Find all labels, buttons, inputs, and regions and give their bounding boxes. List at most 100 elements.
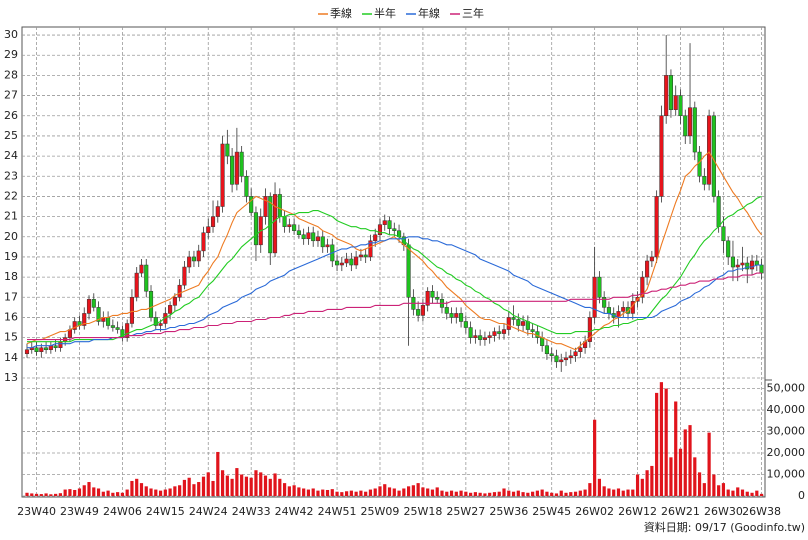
y2-tick-label: 20,000 <box>767 446 806 459</box>
volume-bar <box>621 490 625 496</box>
volume-bar <box>588 483 592 496</box>
volume-bar <box>717 485 721 496</box>
volume-bar <box>674 401 678 496</box>
volume-bar <box>378 486 382 496</box>
candle-body <box>253 212 259 246</box>
volume-bar <box>531 491 535 496</box>
volume-bar <box>731 490 735 496</box>
volume-bar <box>201 476 206 496</box>
volume-bar <box>702 483 706 496</box>
volume-bar <box>593 419 597 496</box>
y-tick-label: 23 <box>4 169 18 182</box>
volume-bar <box>302 488 306 496</box>
candle-body <box>196 250 201 262</box>
candle-body <box>153 317 158 326</box>
volume-bar <box>497 491 501 496</box>
volume-bar <box>383 484 387 496</box>
candle-body <box>139 264 144 274</box>
x-tick-label: 25W09 <box>361 505 400 518</box>
volume-bar <box>44 493 48 496</box>
candle-body <box>459 313 464 322</box>
candle-body <box>39 347 44 352</box>
candle-body <box>501 329 507 334</box>
candle-body <box>187 256 192 268</box>
volume-bar <box>335 491 339 496</box>
volume-bar <box>206 472 210 496</box>
volume-bar <box>669 457 673 496</box>
candle-body <box>344 258 349 264</box>
legend-label: 半年 <box>374 6 396 20</box>
volume-bar <box>416 483 420 496</box>
candle-body <box>182 266 187 286</box>
volume-bar <box>244 476 249 496</box>
candle-body <box>430 290 435 298</box>
volume-bar <box>273 473 277 496</box>
volume-bar <box>340 492 344 496</box>
candle-body <box>711 115 716 197</box>
candle-body <box>392 228 397 231</box>
candle-body <box>272 194 278 254</box>
y2-tick-label: 50,000 <box>767 382 806 395</box>
volume-bar <box>540 489 544 496</box>
candle-body <box>191 256 196 262</box>
candle-body <box>721 226 726 242</box>
candle-body <box>301 234 306 240</box>
volume-bar <box>73 489 77 496</box>
candle-body <box>463 321 468 328</box>
volume-bar <box>569 492 573 496</box>
volume-bar <box>683 429 687 496</box>
candle-body <box>339 262 344 266</box>
y-tick-label: 16 <box>4 310 18 323</box>
x-tick-label: 24W33 <box>232 505 271 518</box>
y-tick-label: 18 <box>4 270 18 283</box>
volume-bar <box>116 492 120 496</box>
candle-body <box>53 345 58 348</box>
candle-body <box>387 220 392 229</box>
candle-body <box>406 244 411 298</box>
volume-bar <box>607 488 611 496</box>
candle-body <box>106 317 111 326</box>
candle-body <box>320 236 325 248</box>
candle-body <box>67 329 72 338</box>
volume-bar <box>573 491 578 496</box>
volume-bar <box>516 490 520 496</box>
volume-bar <box>693 457 697 496</box>
volume-bar <box>349 490 353 496</box>
candle-body <box>549 353 554 357</box>
volume-bar <box>631 489 635 496</box>
candle-body <box>377 224 383 236</box>
candle-body <box>668 75 674 110</box>
volume-bar <box>616 488 621 496</box>
volume-bar <box>478 492 482 496</box>
candle-body <box>506 317 511 330</box>
candle-body <box>206 226 211 233</box>
volume-bar <box>30 493 34 496</box>
volume-bar <box>502 488 506 496</box>
y-tick-label: 25 <box>4 129 18 142</box>
x-tick-label: 23W40 <box>17 505 56 518</box>
volume-bar <box>292 485 296 496</box>
y-tick-label: 14 <box>4 351 18 364</box>
candle-body <box>659 115 664 197</box>
x-tick-label: 24W24 <box>189 505 228 518</box>
y-tick-label: 27 <box>4 89 18 102</box>
volume-bar <box>173 486 177 496</box>
volume-bar <box>535 490 539 496</box>
volume-bar <box>278 478 282 496</box>
volume-bar <box>664 388 668 496</box>
volume-bar <box>597 478 601 496</box>
volume-bar <box>373 488 377 496</box>
volume-bar <box>249 477 253 496</box>
candle-body <box>263 196 268 217</box>
volume-bar <box>473 492 477 496</box>
x-tick-label: 26W30 <box>704 505 743 518</box>
volume-bar <box>63 489 67 496</box>
candle-body <box>749 260 755 270</box>
candle-body <box>158 323 163 326</box>
volume-bar <box>235 468 239 496</box>
candle-body <box>759 264 764 274</box>
ma-line <box>27 272 762 341</box>
x-tick-label: 24W42 <box>275 505 314 518</box>
candle-body <box>172 297 177 306</box>
ma-line <box>27 236 762 349</box>
